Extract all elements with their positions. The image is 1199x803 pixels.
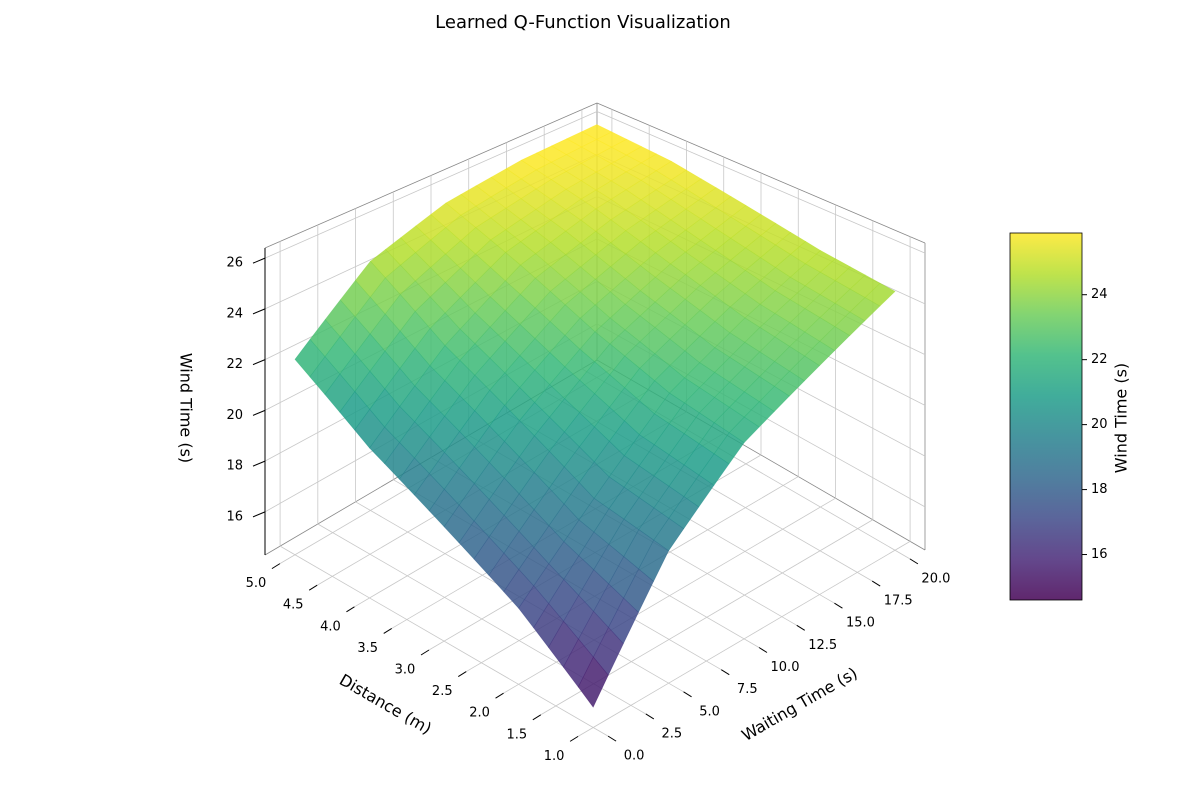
y-tick bbox=[271, 563, 281, 570]
colorbar-tick-label: 18 bbox=[1091, 482, 1108, 497]
x-tick bbox=[645, 713, 655, 720]
z-tick-label: 18 bbox=[226, 459, 243, 474]
y-tick bbox=[420, 649, 430, 656]
x-tick bbox=[758, 647, 768, 653]
x-tick bbox=[796, 624, 805, 631]
colorbar-tick-label: 24 bbox=[1091, 287, 1108, 302]
y-axis-label: Distance (m) bbox=[336, 670, 435, 738]
x-tick-label: 5.0 bbox=[699, 704, 720, 719]
x-tick-label: 7.5 bbox=[737, 682, 758, 697]
z-tick-label: 20 bbox=[226, 408, 243, 423]
x-tick bbox=[834, 602, 843, 609]
colorbar bbox=[1009, 232, 1083, 601]
z-tick bbox=[252, 359, 266, 366]
x-tick bbox=[607, 735, 617, 742]
y-tick-label: 2.0 bbox=[469, 706, 490, 721]
colorbar-label: Wind Time (s) bbox=[1112, 363, 1131, 473]
colorbar-tick-label: 16 bbox=[1091, 547, 1108, 562]
x-tick bbox=[683, 691, 692, 698]
y-tick-label: 4.0 bbox=[320, 619, 341, 634]
y-tick-label: 1.0 bbox=[544, 749, 565, 764]
z-tick-label: 26 bbox=[226, 256, 243, 271]
z-tick bbox=[252, 460, 266, 467]
z-axis-label: Wind Time (s) bbox=[177, 353, 196, 463]
y-tick bbox=[346, 606, 355, 613]
x-tick-label: 10.0 bbox=[771, 660, 800, 675]
grid-line bbox=[264, 111, 598, 259]
x-axis-label: Waiting Time (s) bbox=[738, 663, 860, 745]
y-tick bbox=[532, 714, 542, 721]
colorbar-tick-label: 22 bbox=[1091, 352, 1108, 367]
colorbar-tick-label: 20 bbox=[1091, 417, 1108, 432]
surface-patch bbox=[577, 656, 609, 708]
x-tick-label: 20.0 bbox=[921, 571, 950, 586]
z-tick-label: 24 bbox=[226, 306, 243, 321]
grid-line bbox=[577, 541, 911, 737]
z-tick bbox=[252, 257, 266, 264]
y-tick-label: 3.5 bbox=[357, 641, 378, 656]
x-tick-label: 17.5 bbox=[884, 594, 913, 609]
x-tick-label: 0.0 bbox=[624, 749, 645, 764]
z-tick bbox=[252, 308, 266, 315]
x-tick-label: 15.0 bbox=[846, 616, 875, 631]
x-tick bbox=[909, 558, 919, 565]
y-tick-label: 1.5 bbox=[506, 727, 527, 742]
x-tick bbox=[721, 669, 730, 676]
y-tick bbox=[569, 735, 579, 742]
z-tick-label: 22 bbox=[226, 357, 243, 372]
grid-line bbox=[596, 111, 926, 254]
chart-title: Learned Q-Function Visualization bbox=[435, 12, 731, 33]
y-tick-label: 5.0 bbox=[246, 576, 267, 591]
x-tick bbox=[871, 580, 881, 587]
z-tick-label: 16 bbox=[226, 509, 243, 524]
y-tick-label: 2.5 bbox=[432, 684, 453, 699]
z-tick bbox=[252, 409, 266, 416]
x-tick-label: 2.5 bbox=[661, 726, 682, 741]
y-tick-label: 3.0 bbox=[395, 663, 416, 678]
z-tick bbox=[252, 511, 266, 518]
y-tick bbox=[495, 692, 504, 699]
y-tick bbox=[383, 627, 392, 634]
x-tick-label: 12.5 bbox=[808, 638, 837, 653]
y-tick bbox=[308, 584, 318, 591]
y-tick-label: 4.5 bbox=[283, 598, 304, 613]
y-tick bbox=[458, 671, 467, 678]
